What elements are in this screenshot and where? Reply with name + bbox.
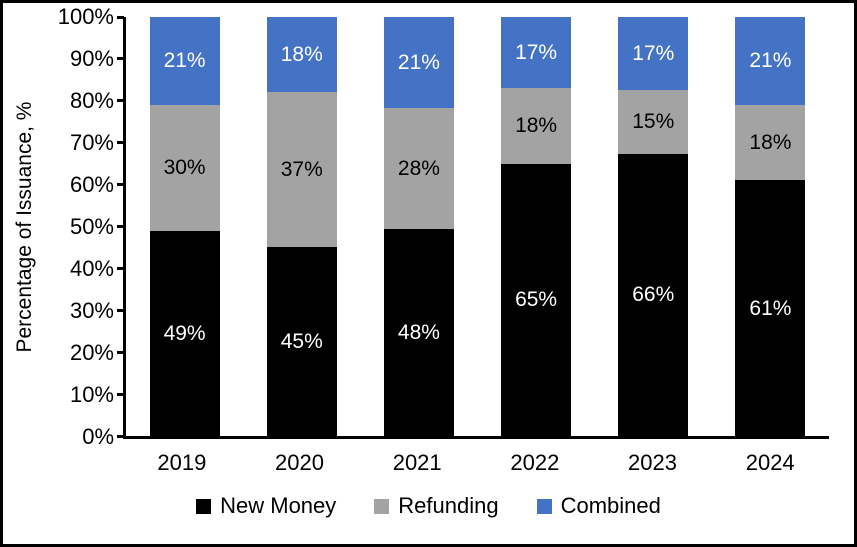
bar-segment-value: 66% <box>632 283 675 307</box>
stacked-bar-2023: 17% 15% 66% <box>618 17 689 436</box>
bar-segment-value: 21% <box>163 49 206 73</box>
legend-label: Combined <box>560 493 661 518</box>
bar-segment-new-money: 65% <box>501 163 572 436</box>
bars-container: 21% 30% 49% 18% 37% 45% 21% 28% 48% 17% 18% 65% 17% 1… <box>126 17 829 436</box>
bar-segment-refunding: 37% <box>266 92 337 248</box>
legend-swatch-icon <box>374 498 390 514</box>
y-tick-label: 10% <box>69 382 114 407</box>
y-tick-label: 100% <box>57 4 114 29</box>
legend-swatch-icon <box>536 498 552 514</box>
x-axis-labels: 2019 2020 2021 2022 2023 2024 <box>123 450 829 476</box>
bar-segment-combined: 18% <box>266 17 337 93</box>
y-tick-mark <box>117 57 124 61</box>
legend: New Money Refunding Combined <box>3 493 854 519</box>
stacked-bar-2024: 21% 18% 61% <box>735 17 806 436</box>
x-axis-label-2024: 2024 <box>745 450 795 475</box>
stacked-bar-2020: 18% 37% 45% <box>266 17 337 436</box>
y-tick-label: 20% <box>69 340 114 365</box>
bar-segment-value: 18% <box>515 114 558 138</box>
bar-group-2019: 21% 30% 49% <box>126 17 243 436</box>
bar-segment-refunding: 30% <box>149 104 220 231</box>
bar-segment-refunding: 15% <box>618 89 689 154</box>
y-tick-label: 30% <box>69 298 114 323</box>
stacked-bar-2022: 17% 18% 65% <box>501 17 572 436</box>
bar-segment-refunding: 18% <box>501 88 572 164</box>
bar-group-2024: 21% 18% 61% <box>712 17 829 436</box>
bar-segment-value: 28% <box>397 156 440 180</box>
y-tick-mark <box>117 141 124 145</box>
stacked-bar-2019: 21% 30% 49% <box>149 17 220 436</box>
bar-group-2022: 17% 18% 65% <box>478 17 595 436</box>
plot-area: 21% 30% 49% 18% 37% 45% 21% 28% 48% 17% 18% 65% 17% 1… <box>117 15 829 439</box>
stacked-bar-2021: 21% 28% 48% <box>383 17 454 436</box>
y-tick-mark <box>117 266 124 270</box>
bar-group-2023: 17% 15% 66% <box>595 17 712 436</box>
bar-segment-value: 18% <box>749 131 792 155</box>
legend-item-combined: Combined <box>536 493 661 519</box>
y-tick-mark <box>117 434 124 438</box>
bar-segment-combined: 21% <box>383 17 454 108</box>
bar-segment-value: 48% <box>397 320 440 344</box>
bar-segment-value: 49% <box>163 321 206 345</box>
bar-segment-value: 37% <box>280 158 323 182</box>
bar-segment-new-money: 45% <box>266 247 337 436</box>
y-tick-label: 40% <box>69 256 114 281</box>
legend-swatch-icon <box>196 498 212 514</box>
y-tick-label: 80% <box>69 88 114 113</box>
y-tick-mark <box>117 15 124 19</box>
x-axis-label-2020: 2020 <box>275 450 324 475</box>
y-tick-mark <box>117 392 124 396</box>
bar-group-2020: 18% 37% 45% <box>243 17 360 436</box>
bar-segment-value: 30% <box>163 156 206 180</box>
bar-segment-value: 61% <box>749 296 792 320</box>
bar-segment-refunding: 28% <box>383 107 454 229</box>
legend-item-refunding: Refunding <box>374 493 499 519</box>
bar-segment-value: 18% <box>280 43 323 67</box>
bar-segment-value: 21% <box>749 49 792 73</box>
bar-segment-combined: 17% <box>501 17 572 89</box>
y-tick-label: 50% <box>69 214 114 239</box>
bar-segment-value: 17% <box>632 41 675 65</box>
bar-segment-value: 15% <box>632 110 675 134</box>
bar-segment-value: 45% <box>280 330 323 354</box>
y-tick-mark <box>117 308 124 312</box>
bar-group-2021: 21% 28% 48% <box>360 17 477 436</box>
legend-item-new-money: New Money <box>196 493 336 519</box>
bar-segment-new-money: 48% <box>383 228 454 436</box>
bar-segment-combined: 21% <box>735 17 806 105</box>
bar-segment-new-money: 66% <box>618 153 689 436</box>
x-axis-label-2022: 2022 <box>510 450 560 475</box>
y-axis-tick-labels: 0% 10% 20% 30% 40% 50% 60% 70% 80% 90% 100% <box>3 4 114 449</box>
y-tick-mark <box>117 350 124 354</box>
y-tick-label: 0% <box>82 424 114 449</box>
bar-segment-refunding: 18% <box>735 104 806 181</box>
bar-segment-combined: 21% <box>149 17 220 105</box>
legend-label: Refunding <box>398 493 499 518</box>
x-axis-label-2023: 2023 <box>628 450 677 475</box>
y-tick-mark <box>117 99 124 103</box>
bar-segment-new-money: 61% <box>735 180 806 436</box>
x-axis-label-2019: 2019 <box>157 450 207 475</box>
legend-label: New Money <box>220 493 337 518</box>
y-tick-label: 90% <box>69 46 114 71</box>
y-tick-label: 60% <box>69 172 114 197</box>
bar-segment-value: 21% <box>397 50 440 74</box>
y-tick-label: 70% <box>69 130 114 155</box>
bar-segment-new-money: 49% <box>149 230 220 436</box>
bar-segment-value: 17% <box>515 41 558 65</box>
bar-segment-combined: 17% <box>618 17 689 90</box>
y-tick-mark <box>117 225 124 228</box>
bar-segment-value: 65% <box>515 288 558 312</box>
x-axis-label-2021: 2021 <box>392 450 442 475</box>
y-tick-mark <box>117 183 124 187</box>
